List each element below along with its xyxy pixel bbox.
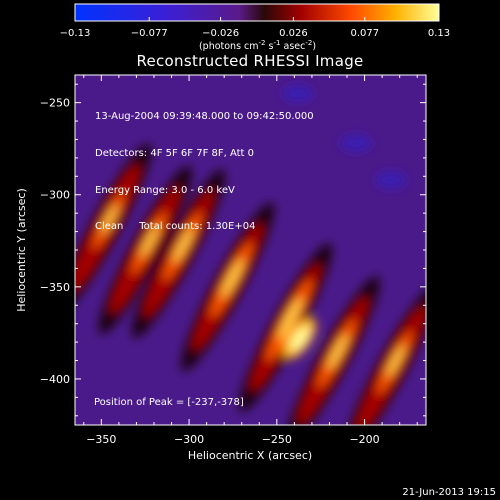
source-ridge-6	[286, 276, 380, 425]
y-axis-label: Heliocentric Y (arcsec)	[15, 188, 28, 312]
negative-lobe	[374, 171, 407, 189]
y-axis-ticks: −250 −300 −350 −400	[40, 83, 426, 417]
x-axis-ticks: −350 −300 −250 −200	[83, 75, 418, 446]
x-axis-label: Heliocentric X (arcsec)	[188, 449, 312, 462]
y-tick-label: −350	[40, 281, 70, 294]
x-tick-label: −250	[262, 433, 292, 446]
info-line-energy: Energy Range: 3.0 - 6.0 keV	[95, 184, 235, 196]
colorbar-tick-label: 0.13	[428, 28, 450, 39]
x-tick-label: −200	[349, 433, 379, 446]
colorbar-tick-label: −0.13	[60, 28, 91, 39]
peak-source	[283, 317, 317, 360]
colorbar-tick-label: 0.077	[350, 28, 379, 39]
y-tick-label: −400	[40, 373, 70, 386]
heatmap-sources	[75, 84, 426, 425]
source-ridge-5	[239, 243, 333, 412]
negative-lobe	[281, 84, 314, 103]
info-line-time: 13-Aug-2004 09:39:48.000 to 09:42:50.000	[95, 111, 314, 123]
colorbar-tick-label: −0.026	[202, 28, 239, 39]
source-ridge-1	[75, 143, 152, 313]
colorbar-tick-label: 0.026	[279, 28, 308, 39]
source-ridge-3	[132, 169, 226, 338]
negative-lobe	[339, 134, 372, 153]
info-line-counts: Clean Total counts: 1.30E+04	[95, 221, 256, 233]
info-line-detectors: Detectors: 4F 5F 6F 7F 8F, Att 0	[95, 148, 255, 160]
source-ridge-4	[181, 202, 275, 372]
colorbar-ticks: −0.13 −0.077 −0.026 0.026 0.077 0.13	[60, 17, 450, 39]
peak-position-label: Position of Peak = [-237,-378]	[94, 397, 244, 408]
colorbar	[74, 3, 440, 22]
source-ridge-2	[98, 165, 192, 335]
timestamp: 21-Jun-2013 19:15	[402, 487, 496, 498]
x-tick-label: −350	[86, 433, 116, 446]
y-tick-label: −300	[40, 189, 70, 202]
observation-info: 13-Aug-2004 09:39:48.000 to 09:42:50.000…	[95, 87, 314, 246]
x-tick-label: −300	[174, 433, 204, 446]
colorbar-units: (photons cm-2 s-1 asec-2)	[198, 39, 317, 53]
y-tick-label: −250	[40, 97, 70, 110]
source-ridge-7	[344, 285, 426, 425]
colorbar-tick-label: −0.077	[131, 28, 168, 39]
chart-title: Reconstructed RHESSI Image	[136, 52, 364, 70]
